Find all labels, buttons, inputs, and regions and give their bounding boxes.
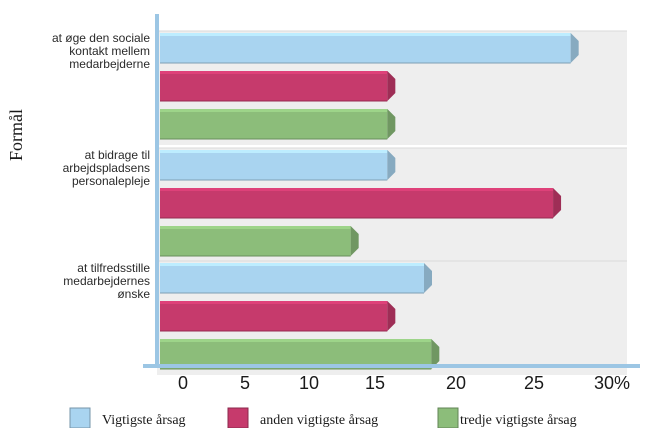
bar-highlight	[160, 109, 388, 112]
category-label-line: kontakt mellem	[69, 44, 150, 58]
bar	[160, 33, 579, 64]
category-label-line: arbejdspladsens	[63, 161, 150, 175]
bar-end-cap	[431, 339, 440, 369]
bar	[160, 263, 432, 294]
bar-highlight	[160, 71, 388, 74]
bar-highlight	[160, 150, 388, 153]
bar	[160, 150, 396, 181]
bar-face	[160, 226, 351, 256]
legend-swatch	[227, 407, 249, 428]
bar	[160, 226, 359, 257]
bar-highlight	[160, 339, 432, 342]
bar-end-cap	[387, 109, 396, 139]
bar-highlight	[160, 188, 554, 191]
bar-face	[160, 109, 388, 139]
category-label-line: medarbejdernes	[63, 274, 150, 288]
x-tick-label: 5	[240, 373, 250, 393]
category-label-line: at øge den sociale	[52, 31, 150, 45]
bar-face	[160, 150, 388, 180]
bar-face	[160, 263, 424, 293]
x-tick-label: 30%	[594, 373, 630, 393]
category-label: at øge den sociale kontakt mellem medarbej…	[52, 31, 150, 71]
bars	[160, 33, 579, 370]
category-label-line: at tilfredsstille	[77, 261, 150, 275]
legend-label: Vigtigste årsag	[102, 413, 186, 428]
y-axis-title: Formål	[6, 109, 26, 161]
legend-label: anden vigtigste årsag	[260, 413, 378, 428]
category-label: at tilfredsstille medarbejdernes ønske	[63, 261, 150, 301]
category-label-line: ønske	[117, 287, 150, 301]
bar	[160, 188, 562, 219]
bar-end-cap	[387, 301, 396, 331]
x-tick-labels: 0 5 10 15 20 25 30%	[178, 373, 630, 393]
legend-swatch	[69, 407, 91, 428]
bar-highlight	[160, 33, 571, 36]
category-labels: at øge den sociale kontakt mellem medarbej…	[52, 31, 150, 301]
x-tick-label: 20	[446, 373, 466, 393]
bar-end-cap	[387, 150, 396, 180]
category-label: at bidrage til arbejdspladsens personalepl…	[63, 148, 151, 188]
bar-face	[160, 33, 571, 63]
bar-face	[160, 188, 554, 218]
x-tick-label: 15	[365, 373, 385, 393]
x-tick-label: 0	[178, 373, 188, 393]
category-label-line: medarbejderne	[69, 57, 150, 71]
bar-end-cap	[387, 71, 396, 101]
bar	[160, 71, 396, 102]
bar-end-cap	[350, 226, 359, 256]
legend-swatch	[437, 407, 459, 428]
bar-end-cap	[570, 33, 579, 63]
legend: Vigtigste årsag anden vigtigste årsag tred…	[69, 407, 577, 428]
bar-face	[160, 301, 388, 331]
bar-end-cap	[553, 188, 562, 218]
category-label-line: personalepleje	[72, 174, 150, 188]
bar-highlight	[160, 263, 424, 266]
legend-label: tredje vigtigste årsag	[460, 413, 577, 428]
category-label-line: at bidrage til	[85, 148, 150, 162]
bar-face	[160, 71, 388, 101]
x-tick-label: 10	[299, 373, 319, 393]
bar	[160, 109, 396, 140]
bar-highlight	[160, 301, 388, 304]
bar-end-cap	[424, 263, 432, 293]
x-tick-label: 25	[524, 373, 544, 393]
bar-highlight	[160, 226, 351, 229]
bar	[160, 301, 396, 332]
